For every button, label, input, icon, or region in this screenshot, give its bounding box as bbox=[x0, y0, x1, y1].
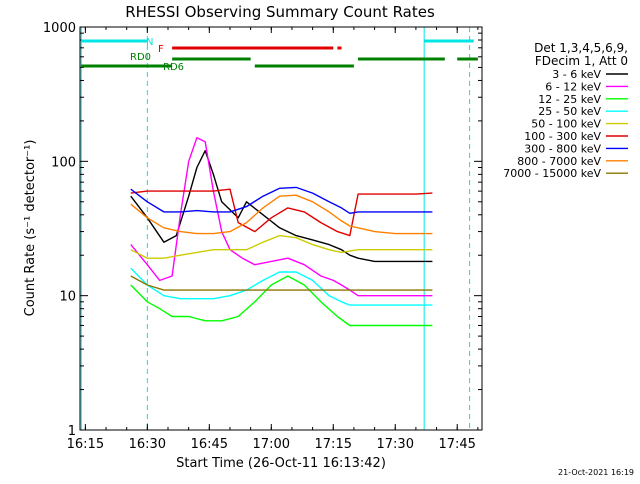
series-line-1 bbox=[130, 136, 433, 297]
series-line-2 bbox=[130, 275, 433, 327]
series-line-8 bbox=[130, 275, 433, 291]
legend-entry-label: 6 - 12 keV bbox=[545, 80, 601, 93]
legend-header-line: Det 1,3,4,5,6,9, bbox=[534, 41, 628, 55]
legend-entry-label: 100 - 300 keV bbox=[524, 130, 601, 143]
legend-entry-label: 25 - 50 keV bbox=[538, 105, 601, 118]
x-tick-label: 17:15 bbox=[315, 437, 352, 452]
x-tick-label: 17:00 bbox=[253, 437, 290, 452]
series-line-6 bbox=[130, 186, 433, 215]
legend-entry-label: 50 - 100 keV bbox=[531, 118, 601, 131]
legend-entry-label: 12 - 25 keV bbox=[538, 93, 601, 106]
chart-title: RHESSI Observing Summary Count Rates bbox=[125, 3, 435, 21]
x-tick-label: 17:45 bbox=[438, 437, 475, 452]
y-tick-label: 10 bbox=[59, 290, 76, 305]
legend: Det 1,3,4,5,6,9,FDecim 1, Att 03 - 6 keV… bbox=[503, 41, 628, 180]
y-axis-label: Count Rate (s⁻¹ detector⁻¹) bbox=[23, 140, 38, 317]
x-axis-label: Start Time (26-Oct-11 16:13:42) bbox=[176, 456, 386, 471]
flag-label-rd6: RD6 bbox=[163, 62, 184, 73]
plot-area bbox=[80, 27, 471, 430]
legend-entry-label: 7000 - 15000 keV bbox=[503, 167, 601, 180]
series-line-3 bbox=[130, 267, 433, 306]
legend-header-line: FDecim 1, Att 0 bbox=[535, 54, 628, 68]
series-line-0 bbox=[130, 149, 433, 263]
legend-entry-label: 800 - 7000 keV bbox=[517, 155, 601, 168]
legend-entry-label: 300 - 800 keV bbox=[524, 142, 601, 155]
flag-label-n: N bbox=[146, 37, 153, 48]
series-line-7 bbox=[130, 194, 433, 235]
y-tick-label: 100 bbox=[51, 155, 76, 170]
footer-date: 21-Oct-2021 16:19 bbox=[558, 468, 634, 477]
series-line-4 bbox=[130, 234, 433, 259]
x-tick-label: 16:15 bbox=[67, 437, 104, 452]
y-tick-label: 1000 bbox=[43, 21, 76, 36]
x-tick-label: 16:30 bbox=[129, 437, 166, 452]
flag-label-f: F bbox=[158, 44, 164, 55]
x-axis: 16:15 16:30 16:45 17:00 17:15 17:30 17:45 bbox=[67, 27, 479, 452]
x-tick-label: 16:45 bbox=[191, 437, 228, 452]
y-tick-label: 1 bbox=[68, 424, 76, 439]
legend-entry-label: 3 - 6 keV bbox=[552, 68, 601, 81]
plot-frame bbox=[79, 26, 483, 431]
x-tick-label: 17:30 bbox=[377, 437, 414, 452]
flag-label-rd0: RD0 bbox=[130, 52, 151, 63]
flag-bars: NF RD0 RD6 bbox=[81, 37, 478, 73]
series-line-5 bbox=[130, 188, 433, 237]
